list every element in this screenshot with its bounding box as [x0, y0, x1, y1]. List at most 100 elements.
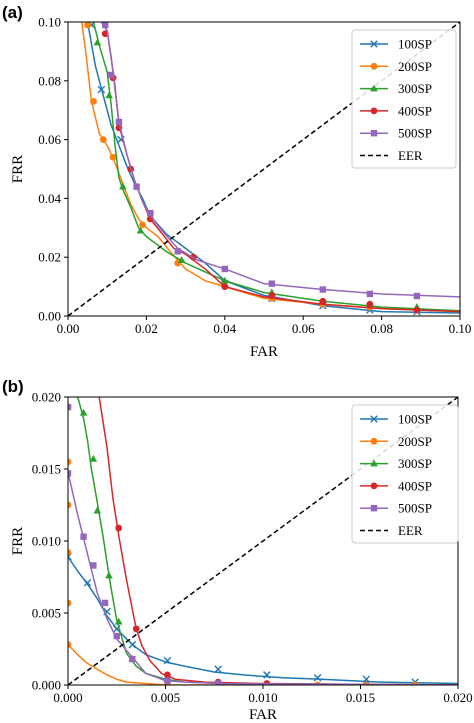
y-tick-label: 0.04 [38, 191, 61, 206]
legend-label-100sp: 100SP [398, 37, 432, 52]
x-axis-label: FAR [249, 707, 277, 723]
legend-marker-200sp [370, 437, 378, 445]
data-point-400sp [115, 524, 123, 532]
legend-label-eer: EER [398, 148, 423, 163]
data-point-500sp [174, 248, 181, 255]
data-point-300sp [89, 454, 98, 462]
data-point-100sp [128, 640, 137, 649]
legend-label-300sp: 300SP [398, 456, 432, 471]
data-point-300sp [93, 38, 102, 46]
data-point-500sp [90, 562, 97, 569]
data-point-300sp [105, 91, 113, 99]
y-axis-label: FRR [10, 527, 26, 555]
data-point-500sp [413, 292, 421, 300]
data-point-400sp [164, 671, 171, 679]
data-point-400sp [319, 297, 327, 305]
legend-marker-400sp [370, 107, 378, 115]
x-tick-label: 0.04 [213, 321, 236, 336]
data-point-500sp [366, 290, 374, 298]
data-point-500sp [107, 71, 115, 79]
data-point-100sp [362, 675, 371, 684]
panel-label: (a) [2, 3, 23, 22]
y-tick-label: 0.000 [32, 678, 61, 693]
data-point-200sp [90, 97, 97, 105]
data-point-300sp [136, 226, 145, 234]
data-point-300sp [93, 506, 102, 514]
legend-label-500sp: 500SP [398, 126, 432, 141]
data-point-200sp [68, 599, 72, 607]
data-point-500sp [147, 209, 154, 217]
data-point-300sp [105, 571, 113, 579]
data-point-500sp [115, 118, 123, 126]
panel-b: 0.000 0.005 0.010 0.015 0.020 0.000 0.005 0.010… [2, 377, 473, 723]
data-point-300sp [79, 408, 88, 416]
data-point-200sp [99, 136, 107, 144]
x-tick-label: 0.020 [443, 690, 472, 705]
data-point-400sp [268, 292, 276, 299]
data-point-200sp [68, 549, 72, 556]
y-tick-label: 0.02 [38, 250, 61, 265]
legend-marker-400sp [370, 482, 378, 490]
data-point-500sp [133, 183, 140, 190]
data-point-200sp [109, 153, 117, 161]
data-point-500sp [102, 22, 109, 29]
legend-label-100sp: 100SP [398, 412, 432, 427]
legend-marker-500sp [370, 130, 378, 137]
series-line-500sp [68, 471, 458, 685]
data-point-100sp [163, 656, 172, 665]
data-point-500sp [68, 403, 72, 411]
legend-marker-100sp [370, 415, 378, 423]
legend-marker-500sp [370, 505, 378, 512]
data-point-200sp [68, 458, 72, 466]
y-axis-label: FRR [10, 155, 26, 183]
data-point-500sp [129, 655, 136, 663]
y-tick-label: 0.010 [32, 534, 61, 549]
data-point-400sp [413, 306, 421, 314]
data-point-400sp [366, 300, 374, 308]
legend-label-200sp: 200SP [398, 434, 432, 449]
panel-a: 0.00 0.02 0.04 0.06 0.08 0.10 0.00 0.02 0.04 0.06… [2, 3, 471, 360]
y-tick-label: 0.06 [38, 132, 61, 147]
data-point-300sp [221, 276, 229, 284]
series-line-200sp [68, 644, 458, 685]
legend-marker-100sp [370, 40, 378, 48]
legend-label-eer: EER [398, 523, 423, 538]
legend-marker-200sp [370, 62, 378, 70]
y-tick-label: 0.00 [38, 309, 61, 324]
data-point-100sp [313, 674, 322, 682]
data-point-400sp [221, 283, 229, 290]
legend-label-400sp: 400SP [398, 478, 432, 493]
data-point-200sp [68, 501, 72, 509]
legend: 100SP 200SP 300SP 400SP 500SP EER [351, 29, 457, 169]
data-point-500sp [113, 632, 120, 640]
data-point-100sp [214, 665, 222, 673]
legend-label-500sp: 500SP [398, 501, 432, 516]
x-tick-label: 0.10 [449, 321, 472, 336]
data-point-100sp [263, 671, 271, 679]
y-tick-label: 0.015 [32, 462, 61, 477]
x-axis-label: FAR [250, 344, 278, 360]
data-point-500sp [68, 470, 72, 477]
data-point-300sp [114, 617, 123, 625]
y-tick-label: 0.10 [38, 15, 61, 30]
data-point-200sp [84, 22, 91, 29]
legend-marker-300sp [370, 459, 378, 467]
series-line-300sp [92, 22, 460, 312]
data-point-500sp [319, 286, 326, 293]
legend-label-300sp: 300SP [398, 81, 432, 96]
x-tick-label: 0.015 [346, 690, 375, 705]
data-point-200sp [68, 641, 72, 649]
plot-area [68, 397, 458, 685]
data-point-300sp [119, 182, 127, 190]
data-point-200sp [139, 221, 146, 229]
y-tick-label: 0.020 [32, 390, 61, 405]
legend-label-400sp: 400SP [398, 103, 432, 118]
series-line-200sp [80, 22, 460, 313]
data-point-500sp [164, 677, 171, 684]
legend-label-200sp: 200SP [398, 59, 432, 74]
data-point-400sp [132, 625, 140, 633]
panel-label: (b) [2, 377, 24, 396]
data-point-100sp [83, 578, 92, 587]
x-tick-label: 0.005 [151, 690, 180, 705]
